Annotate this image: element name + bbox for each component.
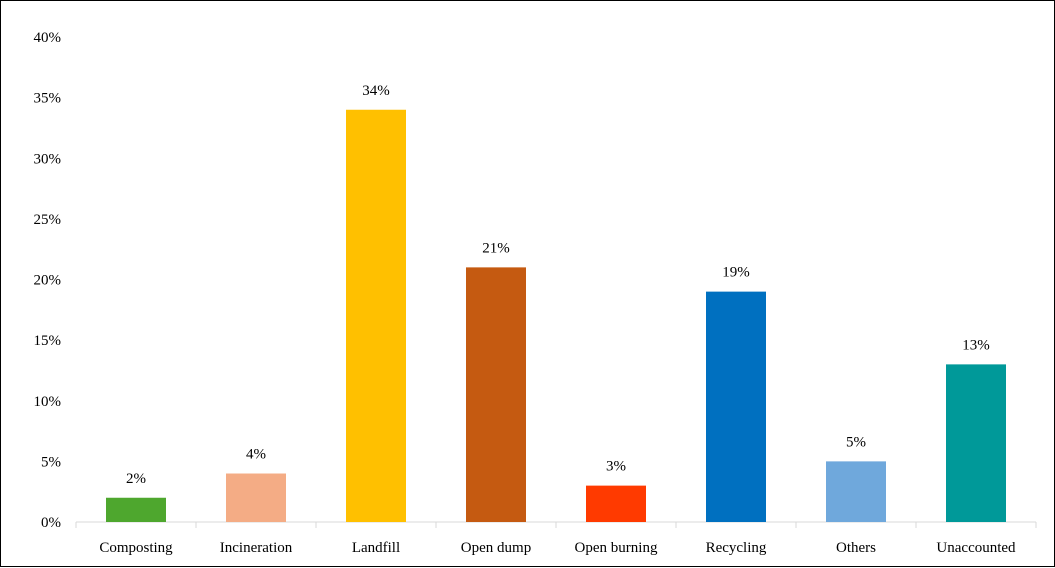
y-tick-label: 30% <box>34 151 62 167</box>
data-label: 4% <box>246 447 266 463</box>
y-tick-label: 10% <box>34 394 62 410</box>
y-tick-label: 5% <box>41 454 61 470</box>
y-tick-label: 40% <box>34 30 62 46</box>
x-tick-label: Recycling <box>706 540 767 556</box>
data-label: 5% <box>846 434 866 450</box>
x-tick-label: Composting <box>99 540 173 556</box>
y-tick-label: 0% <box>41 515 61 531</box>
x-tick-label: Incineration <box>220 540 293 556</box>
bar-composting <box>106 497 166 522</box>
bar-incineration <box>226 473 286 522</box>
bar-recycling <box>706 291 766 522</box>
data-label: 34% <box>362 83 390 99</box>
x-tick-label: Unaccounted <box>936 540 1016 556</box>
x-tick-label: Landfill <box>352 540 400 556</box>
y-tick-label: 20% <box>34 273 62 289</box>
data-label: 21% <box>482 240 510 256</box>
bar-others <box>826 461 886 522</box>
y-tick-label: 25% <box>34 212 62 228</box>
y-tick-label: 35% <box>34 91 62 107</box>
x-tick-label: Open burning <box>575 540 658 556</box>
data-label: 3% <box>606 459 626 475</box>
y-tick-label: 15% <box>34 333 62 349</box>
bar-landfill <box>346 109 406 522</box>
x-tick-label: Others <box>836 540 876 556</box>
bar-open-burning <box>586 485 646 522</box>
data-label: 2% <box>126 471 146 487</box>
data-label: 19% <box>722 265 750 281</box>
data-label: 13% <box>962 337 990 353</box>
x-tick-label: Open dump <box>461 540 531 556</box>
bar-open-dump <box>466 267 526 522</box>
bar-unaccounted <box>946 364 1006 522</box>
